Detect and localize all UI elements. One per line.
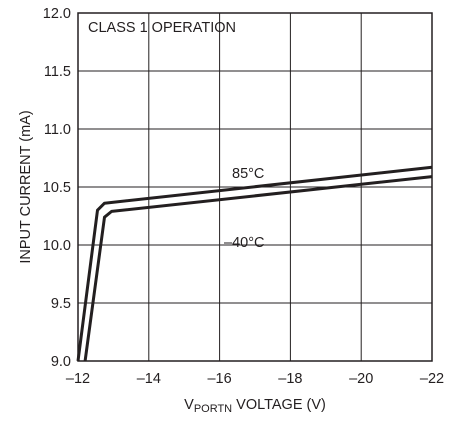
x-tick-label: –18 xyxy=(278,371,302,387)
x-tick-label: –14 xyxy=(137,371,161,387)
x-tick-label: –20 xyxy=(349,371,373,387)
x-axis-label: VPORTN VOLTAGE (V) xyxy=(184,397,326,415)
y-tick-labels: 9.0 9.5 10.0 10.5 11.0 11.5 12.0 xyxy=(43,6,71,370)
x-axis-label-subscript: PORTN xyxy=(194,403,232,415)
y-tick-label: 10.0 xyxy=(43,238,71,254)
y-tick-label: 11.0 xyxy=(44,122,71,138)
x-tick-label: –22 xyxy=(420,371,444,387)
grid xyxy=(78,13,432,361)
plot-frame xyxy=(77,12,433,362)
series-line-85c xyxy=(76,165,433,362)
y-tick-label: 11.5 xyxy=(44,64,71,80)
x-axis-label-suffix: VOLTAGE (V) xyxy=(232,397,326,413)
series-label-minus40c: –40°C xyxy=(224,235,264,251)
x-axis-label-prefix: V xyxy=(184,397,194,413)
curves xyxy=(76,165,433,362)
x-tick-label: –16 xyxy=(207,371,231,387)
x-tick-labels: –12 –14 –16 –18 –20 –22 xyxy=(66,371,444,387)
chart-title: CLASS 1 OPERATION xyxy=(88,20,236,36)
y-tick-label: 9.0 xyxy=(51,354,71,370)
series-label-85c: 85°C xyxy=(232,166,264,182)
x-tick-label: –12 xyxy=(66,371,90,387)
y-tick-label: 12.0 xyxy=(43,6,71,22)
y-tick-label: 10.5 xyxy=(43,180,71,196)
series-line-minus40c xyxy=(83,175,433,362)
y-tick-label: 9.5 xyxy=(51,296,71,312)
y-axis-label: INPUT CURRENT (mA) xyxy=(18,110,34,263)
